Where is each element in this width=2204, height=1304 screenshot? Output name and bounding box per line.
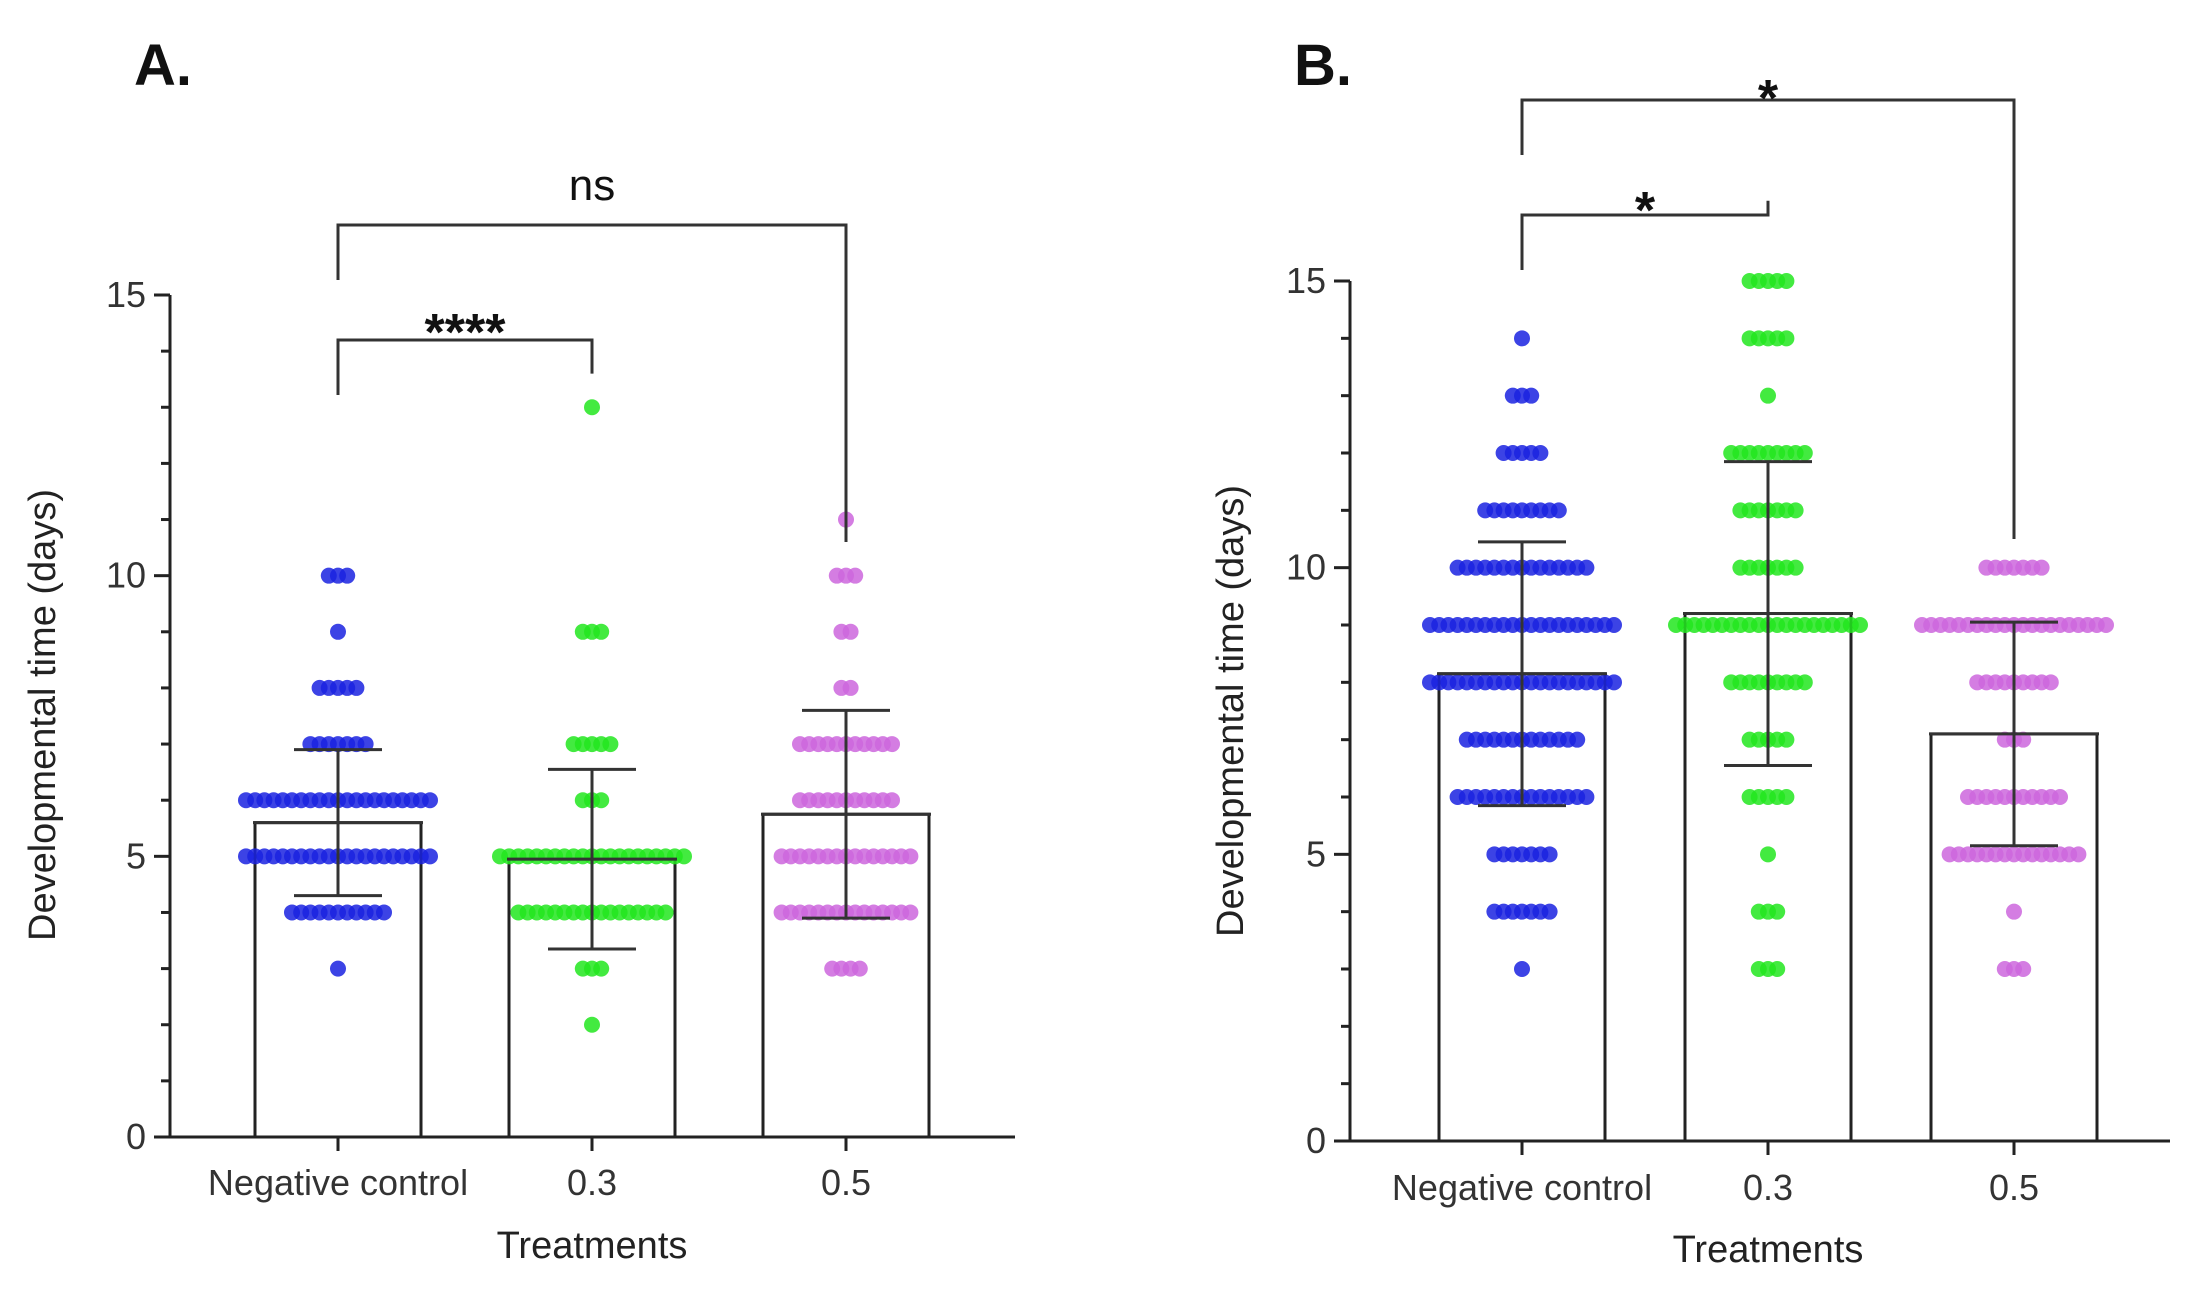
- panel-b-point: [2006, 903, 2022, 920]
- panel-b-point: [1778, 731, 1795, 748]
- panel-a-point: [902, 848, 919, 865]
- panel-b-point: [2042, 674, 2059, 691]
- panel-b-point: [1606, 674, 1622, 691]
- panel-b-significance-label-0: *: [1635, 182, 1656, 240]
- panel-b-point: [1778, 273, 1795, 289]
- panel-b-point: [1523, 387, 1540, 404]
- panel-b-y-axis-title: Developmental time (days): [1210, 485, 1252, 937]
- panel-b-point: [2052, 789, 2068, 805]
- panel-a-point: [330, 960, 346, 977]
- panel-a-x-axis-title: Treatments: [497, 1225, 688, 1267]
- panel-b-point: [1606, 617, 1622, 633]
- panel-b-point: [1514, 330, 1530, 347]
- panel-b-x-axis-title: Treatments: [1673, 1229, 1864, 1271]
- panel-a-x-tick-label: Negative control: [208, 1162, 468, 1203]
- panel-a-point: [593, 623, 610, 640]
- panel-a-point: [330, 623, 346, 640]
- panel-b-point: [1787, 502, 1804, 519]
- panel-b-point: [2033, 559, 2050, 576]
- panel-a-point: [593, 792, 610, 809]
- panel-a-significance-bracket-0: [336, 338, 594, 395]
- panel-a-point: [851, 960, 868, 977]
- panel-b-point: [1514, 961, 1530, 977]
- panel-b: B. 0 5 10 15 Negative control 0.3 0.5 Treatment…: [1210, 33, 2170, 1271]
- panel-b-point: [1769, 903, 1786, 920]
- panel-b-y-tick-label: 5: [1306, 833, 1326, 874]
- panel-a-point: [884, 792, 900, 809]
- panel-b-x-tick-label: 0.3: [1743, 1167, 1793, 1208]
- panel-a-point: [422, 792, 438, 809]
- panel-a-point: [676, 848, 692, 865]
- panel-b-x-tick-label: Negative control: [1392, 1167, 1652, 1208]
- panel-a-point: [376, 904, 392, 921]
- panel-a-point: [339, 567, 356, 584]
- panel-a-y-tick-label: 0: [126, 1116, 146, 1157]
- panel-b-point: [1852, 617, 1868, 633]
- panel-a: A. 0 5 10 15 Negative control 0.3 0.5 Treatment…: [22, 33, 1015, 1267]
- panel-b-point: [2098, 617, 2114, 633]
- panel-b-point: [1578, 789, 1595, 805]
- panel-a-significance-label-0: ****: [425, 304, 507, 362]
- panel-a-point: [657, 904, 674, 921]
- panel-a-point: [842, 679, 859, 696]
- panel-a-label: A.: [134, 33, 192, 98]
- panel-b-point: [1550, 502, 1567, 519]
- panel-a-y-axis-title: Developmental time (days): [22, 489, 64, 941]
- panel-a-significance-bracket-1: [336, 223, 848, 542]
- panel-b-point: [1541, 903, 1558, 920]
- panel-b-point: [1778, 330, 1795, 347]
- panel-b-y-tick-label: 0: [1306, 1120, 1326, 1161]
- panel-b-significance-bracket-0: [1520, 200, 1770, 270]
- panel-b-point: [1796, 445, 1813, 461]
- panel-a-point: [902, 904, 919, 921]
- panel-a-point: [602, 736, 619, 753]
- panel-a-y-tick-label: 10: [106, 555, 146, 596]
- panel-b-point: [1787, 559, 1804, 576]
- panel-b-point: [1760, 387, 1776, 404]
- panel-b-significance-label-1: *: [1758, 70, 1779, 128]
- panel-b-x-tick-label: 0.5: [1989, 1167, 2039, 1208]
- panel-b-point: [1778, 789, 1795, 805]
- panel-a-point: [593, 960, 610, 977]
- panel-a-point: [357, 736, 374, 753]
- panel-b-y-tick-label: 15: [1286, 260, 1326, 301]
- panel-b-y-tick-label: 10: [1286, 547, 1326, 588]
- panel-b-point: [2015, 731, 2032, 748]
- panel-a-x-tick-label: 0.3: [567, 1162, 617, 1203]
- panel-b-point: [1769, 961, 1786, 977]
- panel-b-point: [2015, 961, 2032, 977]
- panel-b-point: [1569, 731, 1586, 748]
- panel-b-point: [1532, 445, 1549, 461]
- panel-a-significance-label-1: ns: [569, 161, 615, 210]
- panel-a-point: [584, 399, 600, 416]
- panel-b-point: [2070, 846, 2087, 863]
- panel-a-x-tick-label: 0.5: [821, 1162, 871, 1203]
- panel-b-label: B.: [1294, 33, 1352, 98]
- panel-a-point: [348, 679, 365, 696]
- panel-a-y-tick-label: 15: [106, 274, 146, 315]
- panel-b-point: [1541, 846, 1558, 863]
- panel-b-significance-bracket-1: [1520, 98, 2016, 539]
- panel-a-y-tick-label: 5: [126, 835, 146, 876]
- panel-a-point: [842, 623, 859, 640]
- panel-a-point: [422, 848, 438, 865]
- panel-b-point: [1578, 559, 1595, 576]
- panel-a-point: [847, 567, 864, 584]
- panel-b-point: [1796, 674, 1813, 691]
- panel-b-point: [1760, 846, 1776, 863]
- panel-a-point: [584, 1016, 600, 1033]
- panel-a-point: [884, 736, 900, 753]
